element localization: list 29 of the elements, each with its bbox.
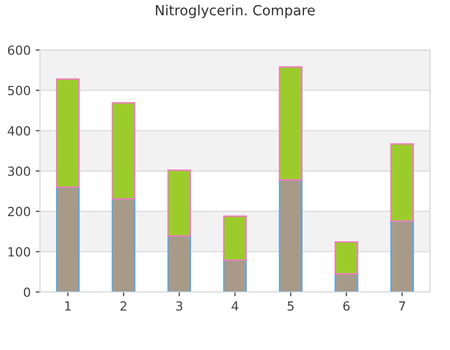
bar [56,186,80,292]
bar [56,78,80,188]
x-tick-label: 5 [288,301,294,311]
y-tick-label: 0 [24,287,30,297]
y-tick-label: 200 [8,206,30,216]
bar [334,241,358,275]
bar [112,102,136,200]
bar [390,143,414,222]
bar [112,198,136,292]
x-tick-label: 2 [120,301,126,311]
bar [390,220,414,292]
bar [278,66,303,181]
x-tick-label: 1 [65,301,71,311]
chart-title: Nitroglycerin. Compare [156,4,315,18]
x-tick-label: 4 [232,301,238,311]
y-tick-label: 400 [8,126,30,136]
y-tick-label: 100 [8,247,30,257]
bar [334,273,358,292]
y-tick-label: 600 [8,45,30,55]
x-tick-label: 6 [343,301,350,311]
x-tick-label: 3 [176,301,182,311]
bar [223,259,247,292]
bar [278,179,303,292]
bar [223,215,247,261]
bar [167,170,192,237]
x-tick-label: 7 [399,301,406,311]
y-tick-label: 300 [8,166,30,176]
bar [167,235,192,292]
y-tick-label: 500 [8,86,30,96]
